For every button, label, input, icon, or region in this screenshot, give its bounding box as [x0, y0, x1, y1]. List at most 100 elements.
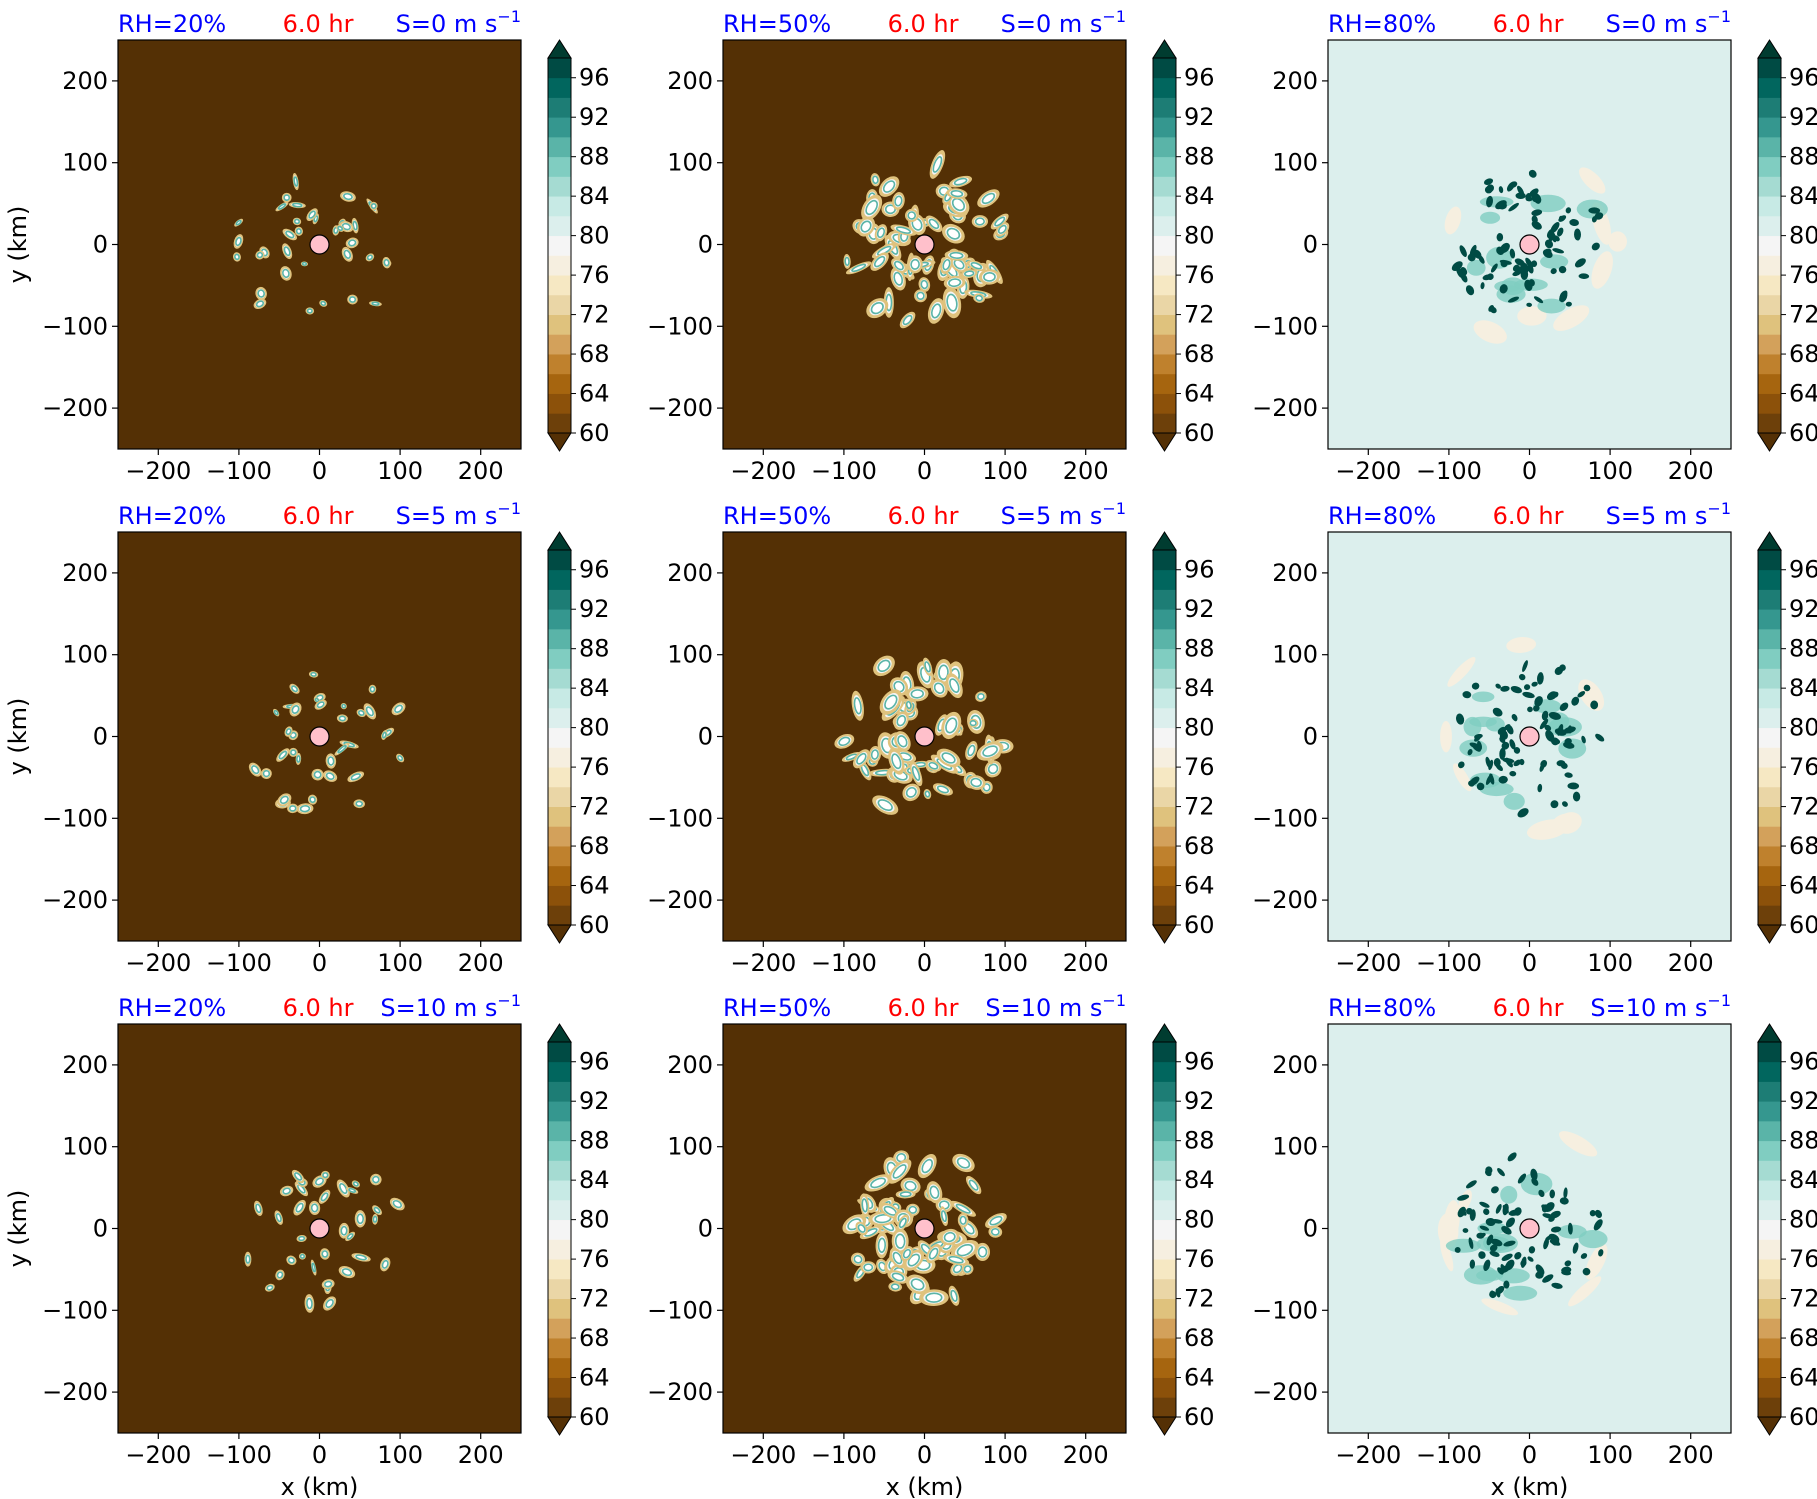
moist-cell — [957, 1213, 969, 1228]
moist-cell — [961, 1263, 974, 1275]
moist-cell — [289, 683, 300, 694]
moist-cell — [944, 250, 969, 261]
moist-cell — [369, 301, 382, 307]
colorbar-tick-label: 80 — [1184, 1206, 1215, 1234]
colorbar-segment — [548, 1397, 571, 1418]
moist-cell — [275, 201, 289, 212]
colorbar-frame — [1757, 549, 1782, 926]
moist-cell — [345, 1231, 356, 1242]
colorbar-segment — [548, 609, 571, 630]
x-tick-label: 200 — [458, 1441, 504, 1469]
colorbar-segment — [1758, 707, 1781, 729]
moist-cell — [272, 708, 280, 717]
shear-label: S=0 m s−1 — [1606, 7, 1731, 38]
moist-cell — [975, 691, 987, 702]
convective-cell — [1533, 705, 1540, 712]
colorbar-segment — [1153, 1298, 1176, 1319]
convective-cell — [1563, 726, 1576, 734]
moist-cell — [889, 1247, 906, 1269]
convective-cell — [1501, 1225, 1512, 1235]
moist-cell — [864, 1174, 892, 1192]
colorbar-segment — [1758, 1081, 1781, 1102]
moist-cell — [943, 275, 966, 290]
colorbar-segment — [1153, 334, 1176, 355]
convective-cell — [1526, 302, 1533, 307]
moist-patch — [1578, 1229, 1608, 1249]
moist-cell — [894, 731, 911, 752]
convective-cell — [1537, 672, 1544, 685]
convective-cell — [1483, 178, 1494, 185]
x-tick-label: −200 — [125, 457, 191, 485]
colorbar-tick-label: 88 — [1184, 1127, 1215, 1155]
shear-label-superscript: −1 — [1707, 7, 1731, 26]
colorbar-segment — [1153, 569, 1176, 590]
moist-cell — [336, 714, 348, 723]
convective-cell — [1549, 1189, 1556, 1199]
colorbar-segment — [1758, 1318, 1781, 1339]
convective-cell — [1513, 759, 1522, 767]
moist-cell — [943, 1254, 970, 1266]
colorbar-extend-min — [547, 924, 572, 944]
moist-cell — [323, 770, 338, 782]
moist-cell — [321, 1279, 335, 1290]
moist-cell — [381, 730, 388, 741]
colorbar-segment — [548, 156, 571, 177]
convective-cell — [1564, 1260, 1572, 1267]
colorbar-segment — [1153, 117, 1176, 138]
colorbar-tick-label: 76 — [579, 753, 610, 781]
x-tick-label: −200 — [1335, 1441, 1401, 1469]
colorbar-segment — [1153, 373, 1176, 394]
colorbar-segment — [1153, 215, 1176, 237]
colorbar-segment — [548, 1180, 571, 1201]
y-tick-label: 0 — [93, 1215, 108, 1243]
convective-cell — [1462, 1228, 1469, 1233]
colorbar-tick-label: 60 — [1184, 911, 1215, 939]
colorbar-tick-label: 88 — [579, 635, 610, 663]
convective-cell — [1535, 1264, 1545, 1276]
convective-cell — [1485, 1166, 1493, 1174]
convective-cell — [1582, 1267, 1591, 1276]
rh-label: RH=50% — [723, 994, 831, 1022]
moist-cell — [919, 1289, 949, 1307]
y-tick-label: −200 — [647, 1378, 713, 1406]
colorbar-tick-label: 88 — [1184, 635, 1215, 663]
colorbar-tick-label: 64 — [579, 872, 610, 900]
colorbar-tick-label: 92 — [1789, 1087, 1817, 1115]
colorbar-segment — [1153, 747, 1176, 768]
center-marker — [309, 726, 330, 747]
moist-cell — [363, 703, 377, 720]
moist-cell — [346, 1187, 359, 1194]
convective-cell — [1550, 800, 1559, 809]
y-tick-label: 0 — [698, 1215, 713, 1243]
moist-cell — [351, 217, 359, 234]
colorbar-frame — [547, 1041, 572, 1418]
convective-cell — [1591, 242, 1600, 251]
y-tick-label: 0 — [1303, 1215, 1318, 1243]
convective-cell — [1569, 219, 1579, 227]
convective-cell — [1525, 257, 1534, 269]
shear-label-superscript: −1 — [497, 499, 521, 518]
moist-cell — [900, 1246, 914, 1262]
moist-cell — [353, 799, 365, 809]
y-tick-label: 200 — [1272, 559, 1318, 587]
moist-cell — [318, 1189, 331, 1204]
colorbar-segment — [1153, 865, 1176, 886]
colorbar-segment — [1758, 235, 1781, 256]
moist-cell — [345, 237, 359, 249]
moist-cell — [372, 1205, 382, 1216]
moist-cell — [973, 293, 986, 303]
colorbar-extend-max — [547, 531, 572, 551]
colorbar-segment — [1758, 77, 1781, 98]
convective-cell — [1583, 684, 1591, 692]
colorbar-segment — [548, 1081, 571, 1102]
convective-cell — [1478, 1251, 1486, 1259]
colorbar-tick-label: 80 — [1789, 222, 1817, 250]
colorbar-extend-min — [1757, 1416, 1782, 1436]
moist-patch — [1466, 259, 1486, 276]
y-tick-label: −200 — [1252, 886, 1318, 914]
convective-cell — [1495, 1288, 1501, 1298]
x-tick-label: 200 — [1063, 1441, 1109, 1469]
colorbar-segment — [1758, 865, 1781, 886]
convective-cell — [1567, 782, 1580, 790]
shear-label-text: S=0 m s — [396, 10, 498, 38]
